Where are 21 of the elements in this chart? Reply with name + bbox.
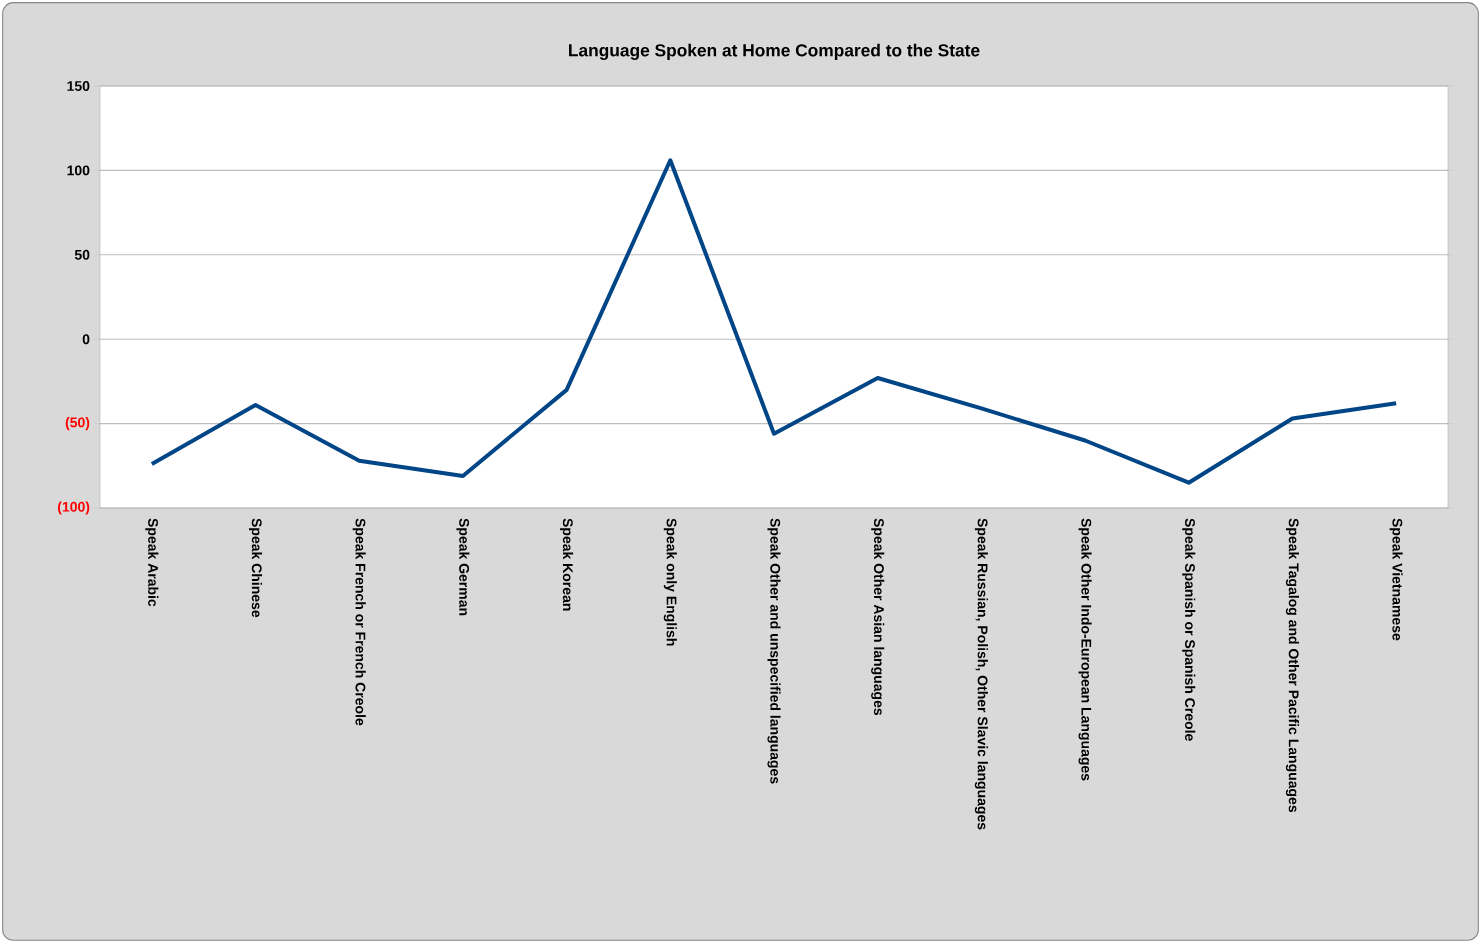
x-tick-label: Speak Tagalog and Other Pacific Languages (1285, 518, 1300, 813)
x-tick-label: Speak Vietnamese (1389, 518, 1403, 641)
y-tick-label: (100) (57, 501, 90, 515)
y-tick-label: 50 (74, 249, 90, 260)
x-tick-label: Speak Spanish or Spanish Creole (1182, 518, 1196, 741)
y-tick-label: 150 (67, 81, 90, 91)
y-tick-label: 100 (67, 165, 90, 176)
x-tick-label: Speak Korean (560, 518, 574, 611)
line-series (149, 158, 1399, 485)
x-tick-label: Speak Arabic (145, 518, 159, 607)
x-tick-label: Speak Other Indo-European Languages (1078, 518, 1092, 781)
x-tick-label: Speak Other and unspecified languages (767, 518, 781, 784)
y-tick-label: (50) (65, 417, 90, 431)
x-tick-label: Speak Other Asian languages (871, 518, 885, 716)
y-tick-label: 0 (82, 334, 90, 345)
x-tick-label: Speak Chinese (249, 518, 263, 618)
x-tick-label: Speak French or French Creole (352, 518, 366, 726)
x-tick-label: Speak Russian, Polish, Other Slavic languages (974, 518, 988, 830)
chart-title: Language Spoken at Home Compared to the State (569, 43, 980, 60)
x-tick-label: Speak only English (663, 518, 677, 646)
x-tick-label: Speak German (456, 518, 470, 616)
